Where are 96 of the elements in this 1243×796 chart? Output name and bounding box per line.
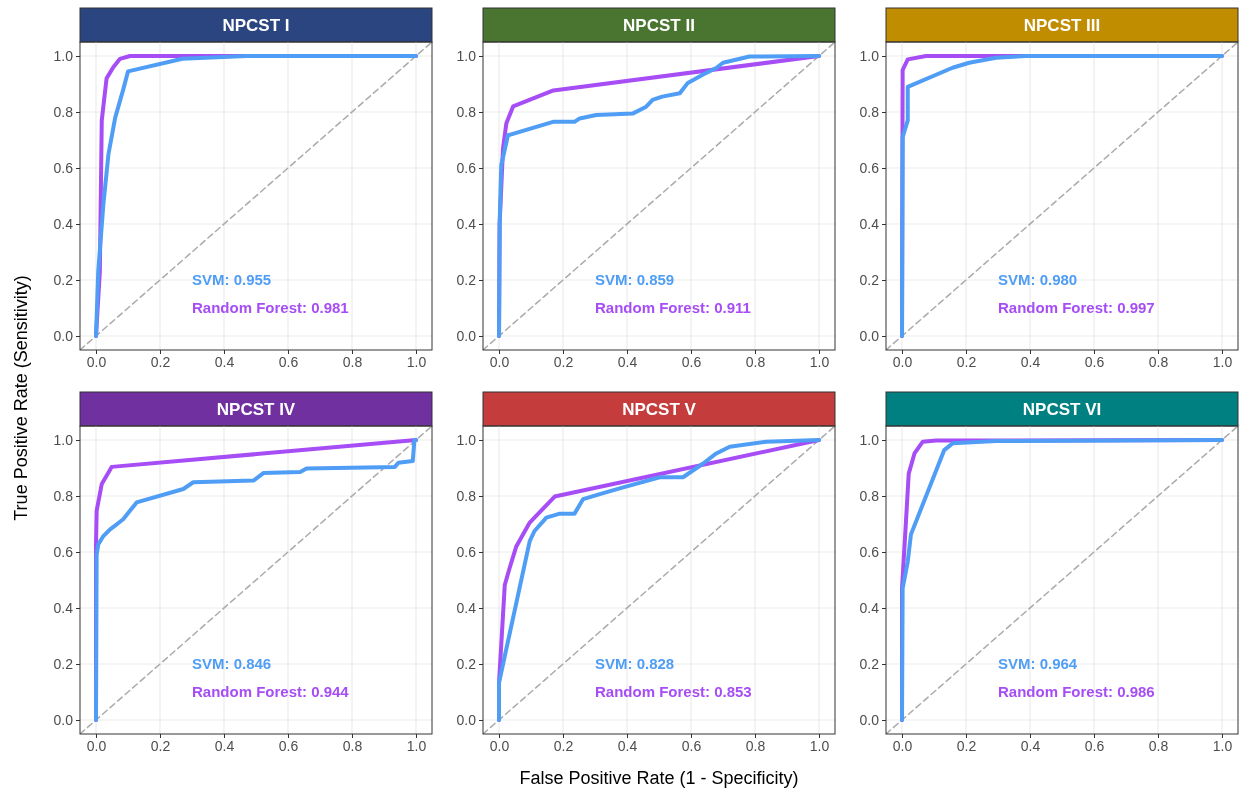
x-axis-title: False Positive Rate (1 - Specificity) [519, 768, 799, 788]
x-tick-label: 0.0 [86, 353, 107, 370]
y-tick-label: 0.0 [859, 711, 880, 728]
line-series [94, 54, 418, 338]
x-tick-label: 0.0 [892, 737, 913, 754]
y-tick-label: 0.4 [859, 599, 880, 616]
annotation: Random Forest: 0.911 [595, 299, 751, 316]
y-tick-label: 0.0 [456, 327, 477, 344]
x-tick-label: 0.6 [1084, 737, 1105, 754]
y-tick-label: 0.8 [53, 103, 74, 120]
x-tick-label: 1.0 [1212, 353, 1233, 370]
annotation: SVM: 0.859 [595, 271, 675, 288]
x-tick-label: 0.6 [681, 353, 702, 370]
y-tick-label: 0.4 [53, 215, 74, 232]
x-tick-label: 0.2 [956, 737, 977, 754]
annotation: Random Forest: 0.981 [192, 299, 349, 316]
y-tick-label: 0.4 [53, 599, 74, 616]
x-tick-label: 0.4 [1020, 737, 1041, 754]
x-tick-label: 0.0 [489, 737, 510, 754]
y-tick-label: 0.8 [859, 487, 880, 504]
chart-title: NPCST VI [1022, 400, 1102, 419]
y-tick-label: 1.0 [859, 47, 880, 64]
x-tick-label: 1.0 [406, 353, 427, 370]
x-tick-label: 0.8 [745, 737, 766, 754]
line-series [94, 438, 418, 722]
y-tick-label: 0.4 [456, 599, 477, 616]
chart-title: NPCST V [622, 400, 697, 419]
y-tick-label: 0.2 [456, 655, 477, 672]
annotation: Random Forest: 0.986 [998, 683, 1155, 700]
y-tick-label: 0.8 [456, 103, 477, 120]
chart-title: NPCST IV [216, 400, 296, 419]
y-tick-label: 0.8 [456, 487, 477, 504]
y-tick-label: 0.2 [53, 655, 74, 672]
x-tick-label: 0.0 [86, 737, 107, 754]
x-tick-label: 0.8 [1148, 353, 1169, 370]
y-tick-label: 0.0 [53, 711, 74, 728]
chart-title: NPCST II [623, 16, 695, 35]
x-tick-label: 0.4 [617, 737, 638, 754]
x-tick-label: 0.8 [342, 737, 363, 754]
y-tick-label: 0.0 [456, 711, 477, 728]
annotation: SVM: 0.964 [998, 655, 1078, 672]
x-tick-label: 1.0 [406, 737, 427, 754]
x-tick-label: 0.6 [278, 737, 299, 754]
x-tick-label: 0.4 [1020, 353, 1041, 370]
y-tick-label: 1.0 [53, 47, 74, 64]
annotation: SVM: 0.828 [595, 655, 675, 672]
x-tick-label: 0.4 [214, 737, 235, 754]
x-tick-label: 1.0 [1212, 737, 1233, 754]
x-tick-label: 0.0 [489, 353, 510, 370]
annotation: Random Forest: 0.944 [192, 683, 350, 700]
y-tick-label: 0.2 [859, 271, 880, 288]
y-tick-label: 1.0 [456, 47, 477, 64]
x-tick-label: 0.4 [214, 353, 235, 370]
annotation: SVM: 0.846 [192, 655, 272, 672]
annotation: Random Forest: 0.853 [595, 683, 752, 700]
y-tick-label: 0.2 [456, 271, 477, 288]
y-tick-label: 0.8 [859, 103, 880, 120]
x-tick-label: 0.0 [892, 353, 913, 370]
x-tick-label: 0.2 [956, 353, 977, 370]
x-tick-label: 0.4 [617, 353, 638, 370]
annotation: Random Forest: 0.997 [998, 299, 1155, 316]
y-tick-label: 0.2 [53, 271, 74, 288]
x-tick-label: 0.6 [278, 353, 299, 370]
x-tick-label: 1.0 [809, 353, 830, 370]
y-tick-label: 1.0 [456, 431, 477, 448]
x-tick-label: 0.8 [1148, 737, 1169, 754]
x-tick-label: 0.8 [342, 353, 363, 370]
y-tick-label: 0.6 [456, 159, 477, 176]
x-tick-label: 0.8 [745, 353, 766, 370]
y-axis-title: True Positive Rate (Sensitivity) [11, 275, 31, 521]
chart-title: NPCST III [1023, 16, 1101, 35]
y-tick-label: 0.6 [53, 543, 74, 560]
x-tick-label: 0.2 [553, 353, 574, 370]
y-tick-label: 0.6 [456, 543, 477, 560]
y-tick-label: 0.8 [53, 487, 74, 504]
line-series [497, 54, 821, 338]
x-tick-label: 1.0 [809, 737, 830, 754]
annotation: SVM: 0.980 [998, 271, 1078, 288]
y-tick-label: 0.0 [53, 327, 74, 344]
y-tick-label: 0.6 [53, 159, 74, 176]
line-series [900, 438, 1224, 722]
x-tick-label: 0.6 [681, 737, 702, 754]
y-tick-label: 0.6 [859, 543, 880, 560]
annotation: SVM: 0.955 [192, 271, 272, 288]
y-tick-label: 0.6 [859, 159, 880, 176]
y-tick-label: 0.4 [456, 215, 477, 232]
y-tick-label: 1.0 [53, 431, 74, 448]
y-tick-label: 1.0 [859, 431, 880, 448]
chart-title: NPCST I [222, 16, 290, 35]
y-tick-label: 0.0 [859, 327, 880, 344]
x-tick-label: 0.2 [150, 353, 171, 370]
x-tick-label: 0.6 [1084, 353, 1105, 370]
y-tick-label: 0.2 [859, 655, 880, 672]
x-tick-label: 0.2 [150, 737, 171, 754]
y-tick-label: 0.4 [859, 215, 880, 232]
x-tick-label: 0.2 [553, 737, 574, 754]
